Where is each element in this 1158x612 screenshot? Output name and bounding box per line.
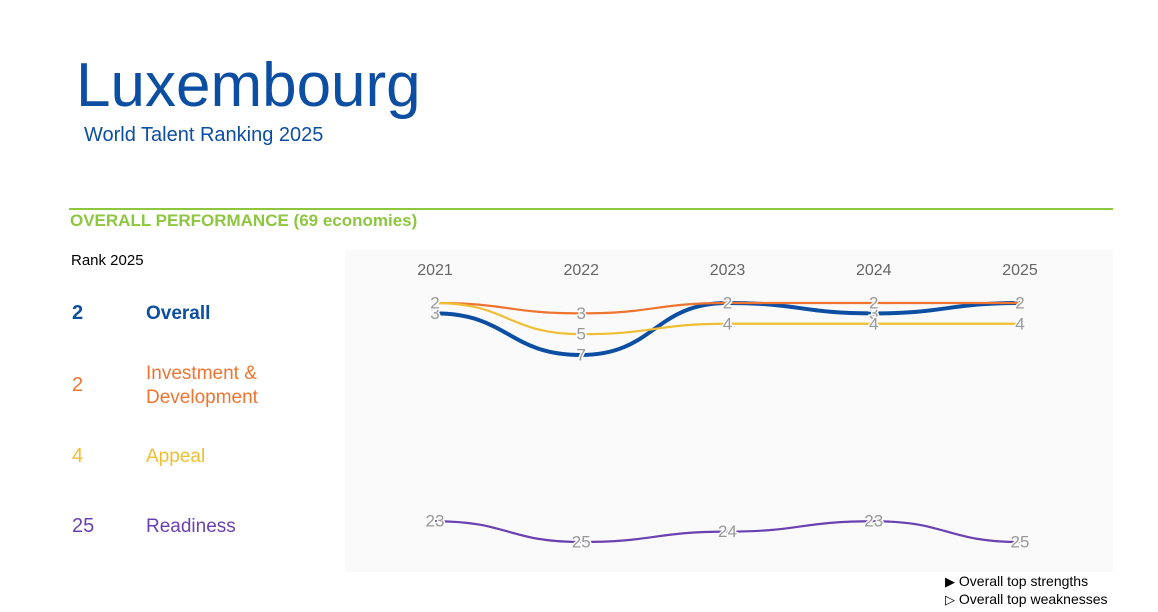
divider — [69, 208, 1113, 210]
data-label: 2 — [430, 293, 439, 312]
x-tick-label: 2023 — [710, 262, 746, 279]
data-label: 3 — [869, 304, 878, 323]
series-name: Appeal — [146, 446, 206, 467]
legend-label: Overall top strengths — [958, 573, 1089, 589]
data-label: 3 — [577, 304, 586, 323]
legend-item: ▷ Overall top weaknesses — [945, 591, 1108, 607]
data-label: 2 — [1015, 293, 1024, 312]
legend-label: Overall top weaknesses — [958, 591, 1108, 607]
rank-value: 2 — [72, 374, 84, 396]
data-label: 2 — [723, 293, 732, 312]
data-label: 5 — [577, 325, 586, 344]
x-tick-label: 2024 — [856, 262, 892, 279]
rank-value: 25 — [72, 515, 95, 537]
x-tick-label: 2025 — [1002, 262, 1038, 279]
series-line — [434, 301, 1020, 315]
data-label: 2 — [723, 293, 732, 312]
rank-value: 4 — [72, 445, 84, 467]
data-label: 23 — [426, 512, 445, 531]
rank-label: Rank 2025 — [71, 252, 144, 269]
data-label: 24 — [718, 522, 737, 541]
x-tick-label: 2022 — [563, 262, 599, 279]
series-name: Readiness — [146, 516, 236, 537]
data-label: 25 — [572, 532, 591, 551]
data-label: 25 — [1011, 532, 1030, 551]
data-label: 3 — [430, 304, 439, 323]
series-line — [434, 520, 1021, 544]
data-label: 4 — [723, 314, 732, 333]
series-line — [434, 301, 1020, 336]
legend-item: ▶ Overall top strengths — [945, 573, 1089, 589]
data-label: 4 — [869, 314, 878, 333]
data-label: 23 — [864, 512, 883, 531]
data-label: 2 — [1015, 293, 1024, 312]
subtitle: World Talent Ranking 2025 — [84, 124, 324, 146]
section-title: OVERALL PERFORMANCE (69 economies) — [70, 211, 418, 230]
rank-value: 2 — [72, 302, 84, 324]
data-label: 2 — [869, 293, 878, 312]
data-label: 7 — [577, 345, 586, 364]
x-tick-label: 2021 — [417, 262, 453, 279]
data-label: 4 — [1015, 314, 1024, 333]
title: Luxembourg — [76, 51, 421, 120]
data-label: 2 — [430, 293, 439, 312]
series-name: Investment & Development — [146, 363, 258, 408]
series-name: Overall — [146, 303, 211, 324]
